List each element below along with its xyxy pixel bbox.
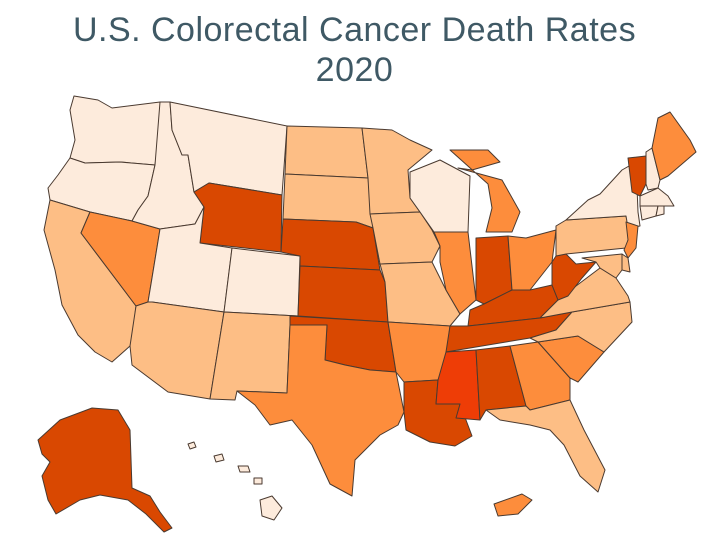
state-MN[interactable] xyxy=(361,127,433,215)
state-NC[interactable] xyxy=(529,301,633,353)
state-RI[interactable] xyxy=(655,205,665,217)
state-PR[interactable] xyxy=(493,493,533,517)
state-WA[interactable] xyxy=(69,95,165,166)
state-MD[interactable] xyxy=(581,253,623,279)
state-HI[interactable] xyxy=(187,441,283,521)
title-line-2: 2020 xyxy=(315,51,394,89)
state-ND[interactable] xyxy=(284,125,369,179)
state-KS[interactable] xyxy=(297,265,389,323)
state-AK[interactable] xyxy=(37,407,173,533)
state-MO[interactable] xyxy=(379,261,461,327)
state-FL[interactable] xyxy=(485,399,606,493)
state-VT[interactable] xyxy=(627,155,647,197)
state-CO[interactable] xyxy=(223,247,301,317)
title-line-1: U.S. Colorectal Cancer Death Rates xyxy=(72,11,637,49)
state-NM[interactable] xyxy=(209,311,299,401)
state-MI[interactable] xyxy=(449,149,521,233)
state-AZ[interactable] xyxy=(129,301,225,400)
map-title: U.S. Colorectal Cancer Death Rates 2020 xyxy=(0,10,709,90)
state-PA[interactable] xyxy=(555,215,631,257)
state-OH[interactable] xyxy=(507,229,557,291)
state-IL[interactable] xyxy=(433,231,477,315)
state-MA[interactable] xyxy=(639,187,675,207)
state-ME[interactable] xyxy=(651,111,697,181)
state-CT[interactable] xyxy=(639,205,659,221)
state-TX[interactable] xyxy=(236,324,405,497)
state-WY[interactable] xyxy=(193,182,283,253)
